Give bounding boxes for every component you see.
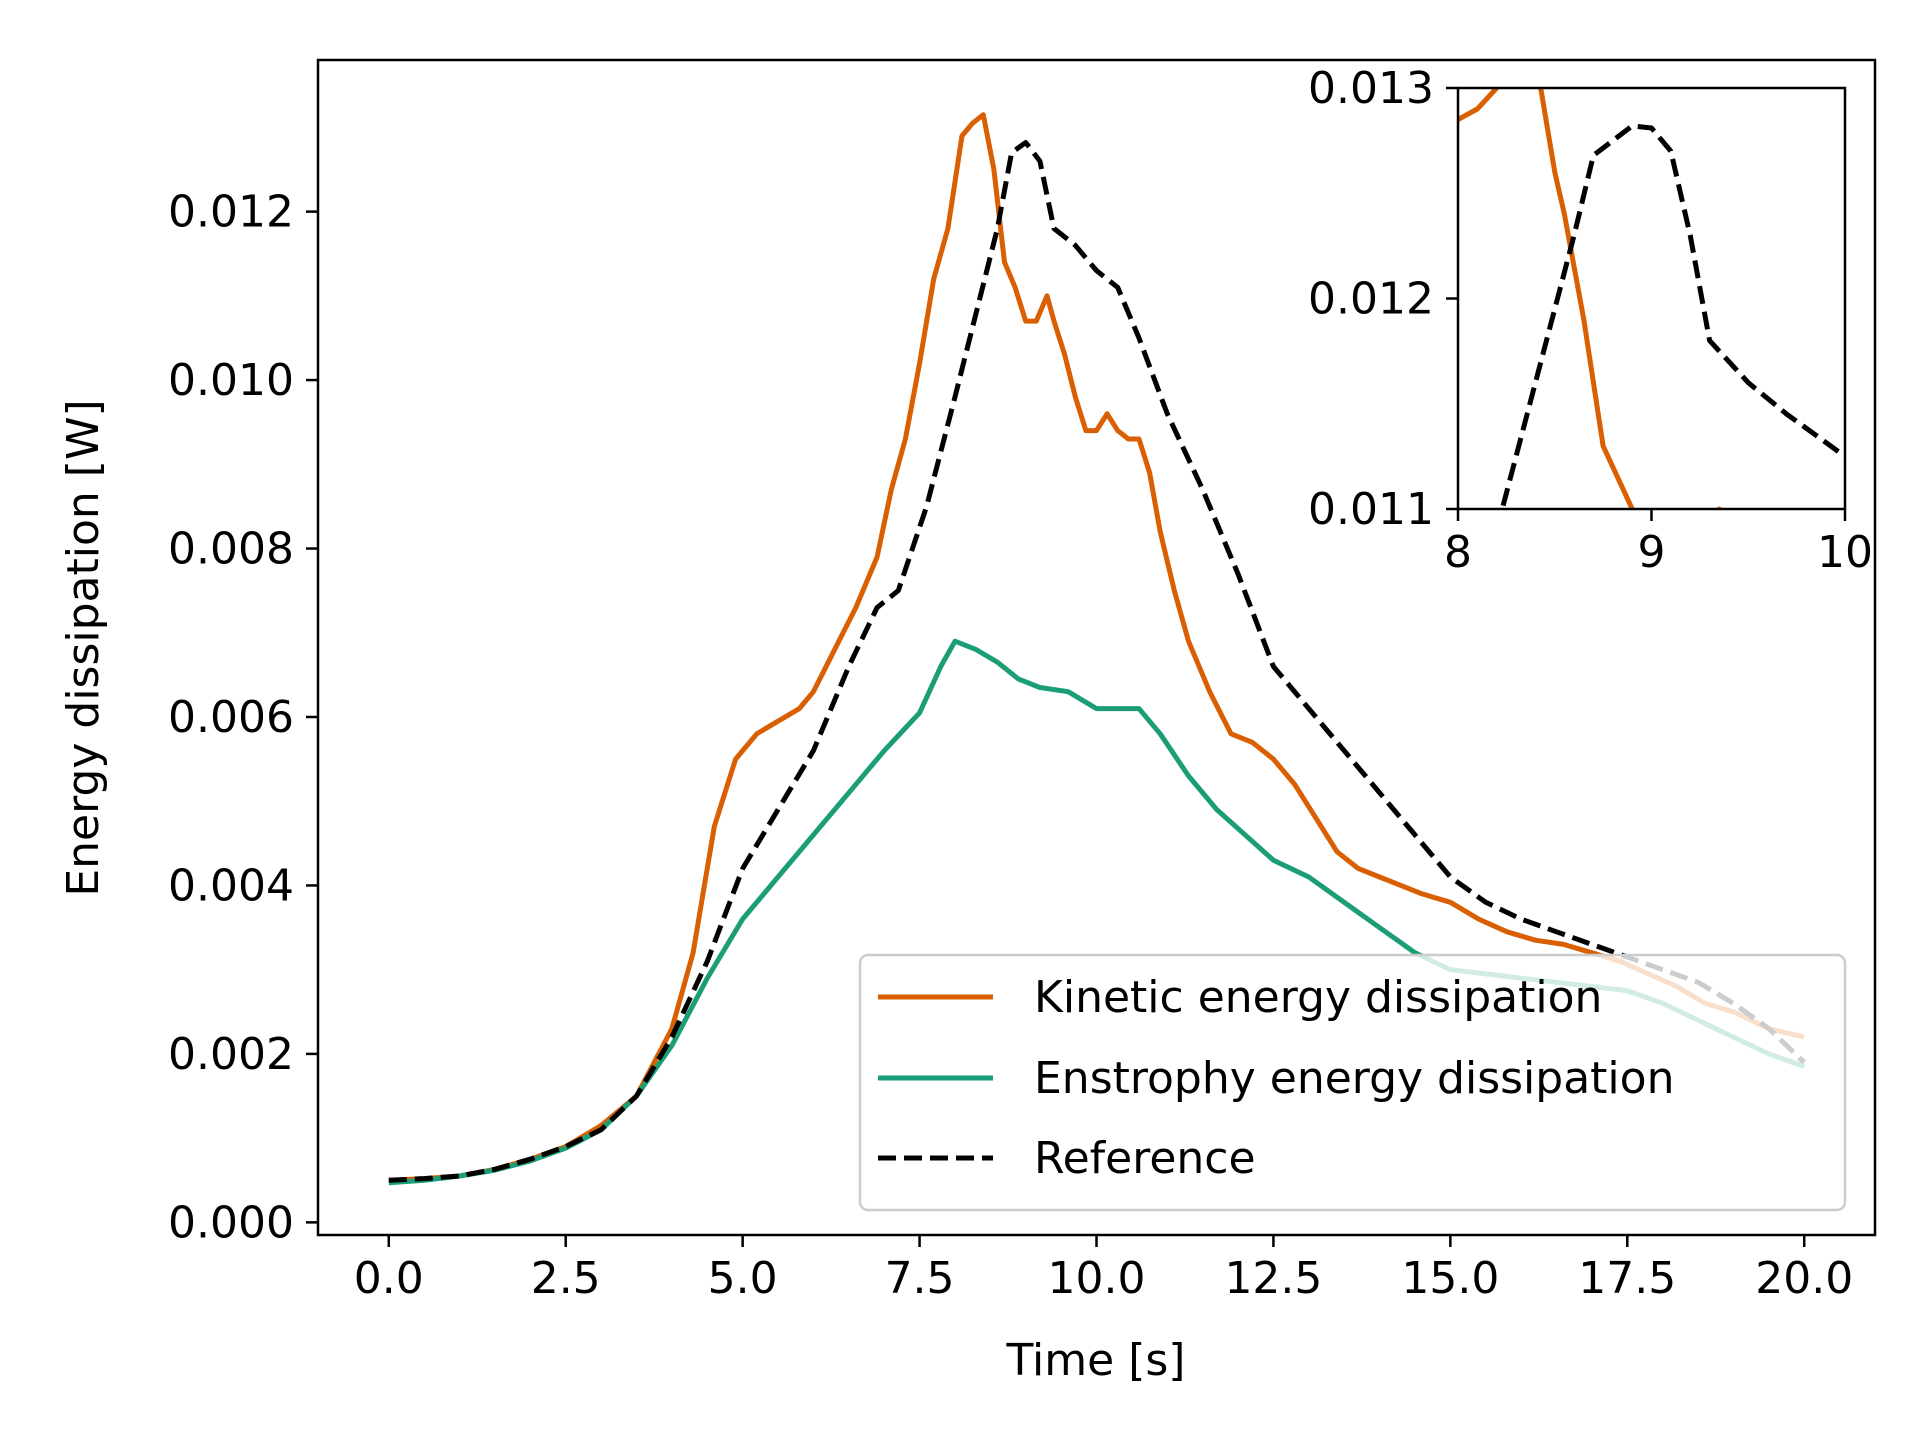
main-x-tick-label: 10.0 bbox=[1048, 1253, 1146, 1304]
inset-plot-area bbox=[1458, 88, 1845, 509]
inset-series-group bbox=[1458, 88, 1845, 509]
main-axes-frame bbox=[316, 58, 1877, 1237]
main-y-tick-label: 0.004 bbox=[168, 860, 294, 911]
inset-x-tick-label: 9 bbox=[1638, 527, 1666, 578]
x-axis-label: Time [s] bbox=[1006, 1335, 1186, 1386]
inset-axes-frame bbox=[1456, 86, 1847, 511]
inset-x-ticks: 8 9 10 bbox=[1444, 509, 1873, 578]
inset-x-tick-label: 8 bbox=[1444, 527, 1472, 578]
inset-y-tick-label: 0.013 bbox=[1308, 63, 1434, 114]
legend-label-kinetic: Kinetic energy dissipation bbox=[1034, 972, 1602, 1023]
legend-box bbox=[858, 953, 1847, 1212]
legend-label-enstrophy: Enstrophy energy dissipation bbox=[1034, 1053, 1674, 1104]
main-y-tick-label: 0.012 bbox=[168, 187, 294, 238]
main-y-tick-label: 0.000 bbox=[168, 1197, 294, 1248]
main-y-tick-label: 0.006 bbox=[168, 692, 294, 743]
main-y-tick-label: 0.008 bbox=[168, 524, 294, 575]
inset-axes: 8 9 10 0.011 0.012 0.013 bbox=[1308, 63, 1873, 578]
main-x-tick-label: 0.0 bbox=[354, 1253, 424, 1304]
main-x-tick-label: 12.5 bbox=[1224, 1253, 1322, 1304]
inset-y-tick-label: 0.011 bbox=[1308, 484, 1434, 535]
inset-series-reference bbox=[1499, 123, 1845, 509]
main-y-tick-label: 0.010 bbox=[168, 355, 294, 406]
main-x-tick-label: 2.5 bbox=[531, 1253, 601, 1304]
main-series-reference bbox=[388, 140, 1806, 1183]
inset-y-tick-label: 0.012 bbox=[1308, 274, 1434, 325]
main-x-tick-label: 17.5 bbox=[1578, 1253, 1676, 1304]
legend: Kinetic energy dissipation Enstrophy ene… bbox=[858, 953, 1847, 1212]
main-y-ticks: 0.000 0.002 0.004 0.006 0.008 0.010 0.012 bbox=[168, 187, 318, 1248]
inset-y-ticks: 0.011 0.012 0.013 bbox=[1308, 63, 1458, 535]
main-x-tick-label: 15.0 bbox=[1401, 1253, 1499, 1304]
inset-x-tick-label: 10 bbox=[1817, 527, 1873, 578]
main-x-tick-label: 5.0 bbox=[708, 1253, 778, 1304]
main-x-tick-label: 20.0 bbox=[1755, 1253, 1853, 1304]
main-series-kinetic-energy-dissipation bbox=[388, 112, 1805, 1183]
y-axis-label: Energy dissipation [W] bbox=[58, 399, 109, 896]
legend-label-reference: Reference bbox=[1034, 1133, 1256, 1184]
inset-series-kinetic-energy-dissipation bbox=[1458, 88, 1722, 509]
main-x-tick-label: 7.5 bbox=[885, 1253, 955, 1304]
main-y-tick-label: 0.002 bbox=[168, 1029, 294, 1080]
main-x-ticks: 0.0 2.5 5.0 7.5 10.0 12.5 15.0 17.5 20.0 bbox=[354, 1235, 1853, 1304]
